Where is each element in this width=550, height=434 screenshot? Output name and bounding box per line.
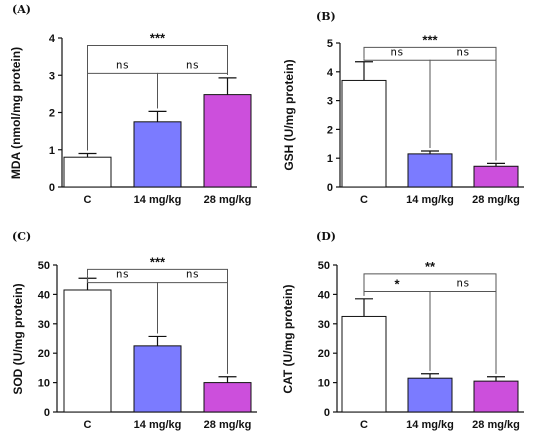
y-tick-label: 30 [318, 319, 330, 331]
bar [63, 289, 112, 413]
significance-label: ns [116, 268, 129, 281]
chart-panel-b: (B) GSH (U/mg protein) 0 1 2 3 4 5 C 14 mg/kg 28 m… [282, 10, 524, 206]
x-tick-label: 28 mg/kg [204, 419, 252, 431]
significance-bracket [429, 59, 497, 161]
chart-panel-d: (D) CAT (U/mg protein) 0 10 20 30 40 50 C 14 mg/k… [281, 230, 524, 431]
significance-label: ns [456, 276, 469, 289]
significance-label: * [394, 276, 400, 291]
x-tick-label: 14 mg/kg [134, 194, 182, 206]
significance-bracket [87, 44, 228, 151]
significance-bracket [87, 268, 228, 374]
y-axis-title: MDA (nmol/mg protein) [9, 47, 23, 179]
bar [407, 377, 453, 413]
y-tick-label: 3 [49, 70, 55, 82]
y-tick-label: 0 [44, 407, 50, 419]
bar [63, 156, 112, 188]
y-tick-label: 2 [327, 124, 333, 136]
y-tick-label: 20 [38, 348, 50, 360]
significance-label: ns [116, 58, 129, 71]
y-axis-title: GSH (U/mg protein) [282, 59, 296, 170]
x-tick-label: C [84, 419, 92, 431]
significance-label: *** [422, 32, 438, 47]
panel-letter: (C) [12, 230, 31, 243]
significance-label: *** [150, 30, 166, 45]
bar [203, 94, 252, 188]
panel-letter: (B) [316, 10, 336, 23]
y-tick-label: 0 [327, 182, 333, 194]
bar [341, 315, 387, 413]
y-tick-label: 0 [324, 407, 330, 419]
significance-bracket [363, 46, 497, 161]
y-tick-label: 50 [38, 260, 50, 272]
significance-label: ns [390, 45, 403, 58]
y-tick-label: 10 [38, 378, 50, 390]
chart-panel-a: (A) MDA (nmol/mg protein) 0 1 2 3 4 C 14 mg/kg 28… [9, 3, 257, 206]
x-tick-label: 14 mg/kg [134, 419, 182, 431]
significance-label: ns [186, 58, 199, 71]
bar [133, 121, 182, 188]
x-tick-label: C [84, 194, 92, 206]
panel-letter: (A) [12, 3, 31, 16]
y-tick-label: 1 [49, 145, 55, 157]
y-tick-label: 0 [49, 182, 55, 194]
bar [341, 79, 387, 188]
x-tick-label: 28 mg/kg [472, 194, 520, 206]
significance-bracket [363, 273, 497, 374]
significance-label: ns [456, 45, 469, 58]
y-tick-label: 40 [318, 289, 330, 301]
x-tick-label: 28 mg/kg [472, 419, 520, 431]
y-tick-label: 20 [318, 348, 330, 360]
y-tick-label: 2 [49, 108, 55, 120]
x-tick-label: 14 mg/kg [406, 194, 454, 206]
y-tick-label: 40 [38, 289, 50, 301]
x-tick-label: C [360, 194, 368, 206]
y-tick-label: 4 [327, 67, 334, 79]
y-tick-label: 5 [327, 38, 333, 50]
y-tick-label: 30 [38, 319, 50, 331]
y-axis-title: CAT (U/mg protein) [281, 284, 295, 393]
x-tick-label: 14 mg/kg [406, 419, 454, 431]
y-axis-title: SOD (U/mg protein) [11, 283, 25, 394]
chart-panel-c: (C) SOD (U/mg protein) 0 10 20 30 40 50 C 14 mg/k… [11, 230, 257, 431]
bar [473, 165, 519, 188]
significance-label: ** [425, 259, 436, 274]
significance-label: ns [186, 268, 199, 281]
bar [133, 345, 182, 413]
bar [203, 382, 252, 413]
bar [473, 380, 519, 413]
x-tick-label: C [360, 419, 368, 431]
y-tick-label: 1 [327, 153, 333, 165]
bar [407, 153, 453, 188]
significance-label: *** [150, 254, 166, 269]
panel-letter: (D) [316, 230, 336, 243]
significance-bracket [429, 290, 497, 374]
y-tick-label: 3 [327, 96, 333, 108]
y-tick-label: 50 [318, 260, 330, 272]
y-tick-label: 10 [318, 378, 330, 390]
x-tick-label: 28 mg/kg [204, 194, 252, 206]
y-tick-label: 4 [49, 33, 56, 45]
